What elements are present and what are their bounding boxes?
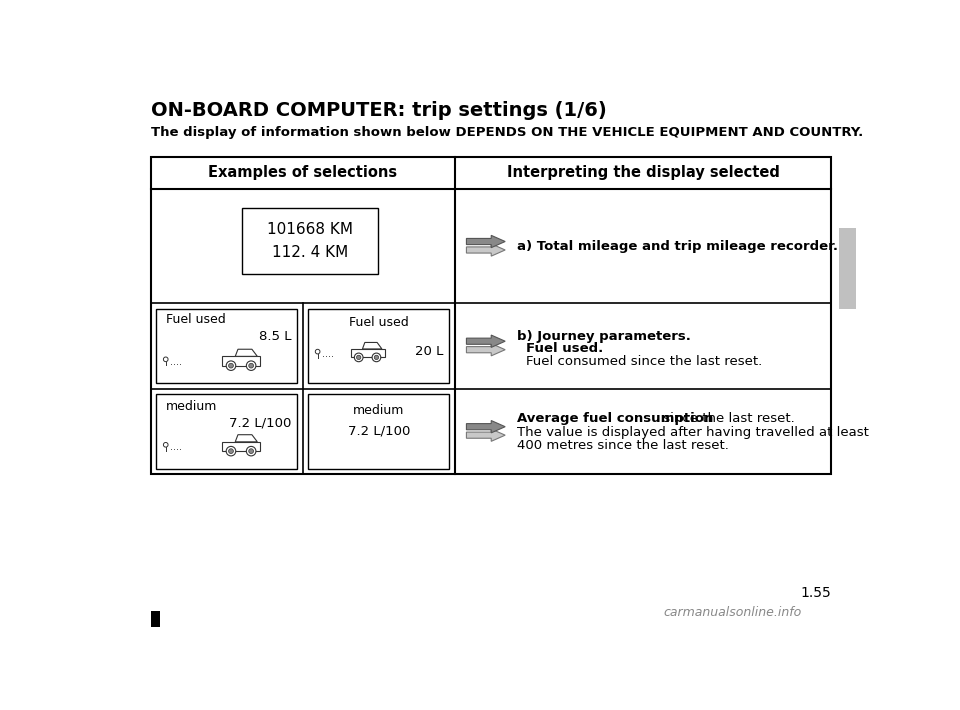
Bar [350,349,385,357]
Polygon shape [235,435,257,442]
Bar [308,309,449,383]
Text: a) Total mileage and trip mileage recorder.: a) Total mileage and trip mileage record… [516,240,838,253]
Text: carmanualsonline.info: carmanualsonline.info [663,606,802,619]
Text: ON-BOARD COMPUTER: trip settings (1/6): ON-BOARD COMPUTER: trip settings (1/6) [151,101,607,119]
Text: ....: .... [170,356,182,366]
Polygon shape [467,344,505,356]
Circle shape [315,349,320,354]
Circle shape [247,447,256,456]
Polygon shape [467,420,505,433]
Text: Fuel consumed since the last reset.: Fuel consumed since the last reset. [526,355,762,368]
Bar [151,611,159,626]
Polygon shape [467,429,505,442]
Text: Interpreting the display selected: Interpreting the display selected [507,165,780,180]
Circle shape [227,361,236,371]
Circle shape [249,364,253,368]
Text: 7.2 L/100: 7.2 L/100 [348,425,410,437]
Circle shape [354,353,363,361]
Text: ....: .... [170,442,182,452]
Text: ....: .... [323,349,334,359]
Bar [156,394,298,469]
Text: Fuel used: Fuel used [349,316,409,329]
Text: 101668 KM: 101668 KM [267,222,353,237]
Circle shape [163,442,168,447]
Text: 20 L: 20 L [415,345,444,358]
Bar [222,356,260,366]
Polygon shape [467,235,505,248]
Text: The display of information shown below DEPENDS ON THE VEHICLE EQUIPMENT AND COUN: The display of information shown below D… [151,126,863,139]
Text: The value is displayed after having travelled at least: The value is displayed after having trav… [516,426,869,439]
Circle shape [227,447,236,456]
Text: b) Journey parameters.: b) Journey parameters. [516,330,690,343]
Text: 1.55: 1.55 [801,586,831,601]
Circle shape [247,361,256,371]
Text: since the last reset.: since the last reset. [659,413,794,425]
Bar [243,209,378,274]
Circle shape [228,449,233,454]
Bar [151,157,831,474]
Text: 400 metres since the last reset.: 400 metres since the last reset. [516,439,729,452]
Text: Average fuel consumption: Average fuel consumption [516,413,713,425]
Text: Fuel used.: Fuel used. [526,342,603,356]
Text: Examples of selections: Examples of selections [208,165,397,180]
Circle shape [372,353,381,361]
Circle shape [228,364,233,368]
Text: Fuel used: Fuel used [166,313,226,326]
Text: 112. 4 KM: 112. 4 KM [272,245,348,260]
Circle shape [374,355,378,359]
Polygon shape [363,342,382,349]
Polygon shape [235,349,257,356]
Bar [308,394,449,469]
Text: medium: medium [166,400,217,413]
Text: medium: medium [353,405,404,417]
Bar [839,228,856,309]
Circle shape [249,449,253,454]
Circle shape [163,357,168,361]
Polygon shape [467,244,505,256]
Text: 7.2 L/100: 7.2 L/100 [228,417,291,430]
Text: 8.5 L: 8.5 L [259,329,291,343]
Bar [156,309,298,383]
Polygon shape [467,335,505,347]
Circle shape [356,355,361,359]
Bar [222,442,260,451]
